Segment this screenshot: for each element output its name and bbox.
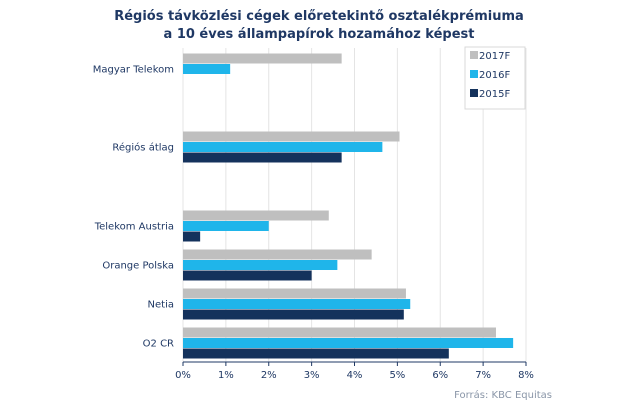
legend-label: 2016F	[479, 70, 510, 81]
bar-2016F-4	[183, 299, 411, 309]
legend-label: 2015F	[479, 89, 510, 100]
category-label: Magyar Telekom	[93, 65, 174, 76]
bar-2015F-5	[183, 348, 449, 359]
bar-2016F-3	[183, 260, 338, 270]
bars	[183, 53, 514, 359]
category-labels: Magyar Telekom Régiós átlag Telekom Austri…	[93, 65, 174, 350]
legend-swatch	[470, 70, 478, 78]
bar-2016F-2	[183, 221, 269, 231]
category-label: Telekom Austria	[94, 222, 174, 233]
x-tick-label: 4%	[347, 370, 363, 381]
bar-2015F-2	[183, 231, 201, 242]
legend: 2017F 2016F 2015F	[464, 46, 526, 110]
legend-swatch	[470, 51, 478, 59]
bar-2017F-3	[183, 249, 372, 260]
chart-title-line-1: Régiós távközlési cégek előretekintő osz…	[114, 9, 524, 24]
bar-2017F-4	[183, 288, 406, 299]
bar-2015F-1	[183, 152, 342, 163]
legend-swatch	[470, 89, 478, 97]
legend-label: 2017F	[479, 51, 510, 62]
bar-2016F-0	[183, 64, 231, 74]
category-label: Orange Polska	[102, 261, 174, 272]
bar-2017F-5	[183, 327, 496, 338]
x-tick-label: 6%	[432, 370, 448, 381]
x-tick-label: 7%	[475, 370, 491, 381]
x-tick-label: 8%	[518, 370, 534, 381]
x-tick-label: 2%	[261, 370, 277, 381]
x-tick-label: 5%	[389, 370, 405, 381]
gridlines	[182, 48, 527, 362]
bar-2017F-1	[183, 131, 400, 142]
chart-title-line-2: a 10 éves állampapírok hozamához képest	[164, 27, 475, 42]
x-tick-label: 3%	[304, 370, 320, 381]
bar-2017F-0	[183, 53, 342, 64]
category-label: O2 CR	[143, 339, 174, 350]
category-label: Netia	[148, 300, 174, 311]
bar-2016F-1	[183, 142, 383, 152]
bar-2016F-5	[183, 338, 514, 348]
source-note: Forrás: KBC Equitas	[454, 389, 552, 401]
bar-2015F-4	[183, 309, 404, 320]
x-tick-labels: 0% 1% 2% 3% 4% 5% 6% 7% 8%	[175, 362, 534, 381]
category-label: Régiós átlag	[112, 142, 174, 154]
x-tick-label: 0%	[175, 370, 191, 381]
bar-2015F-3	[183, 270, 312, 281]
bar-2017F-2	[183, 210, 329, 221]
x-tick-label: 1%	[218, 370, 234, 381]
